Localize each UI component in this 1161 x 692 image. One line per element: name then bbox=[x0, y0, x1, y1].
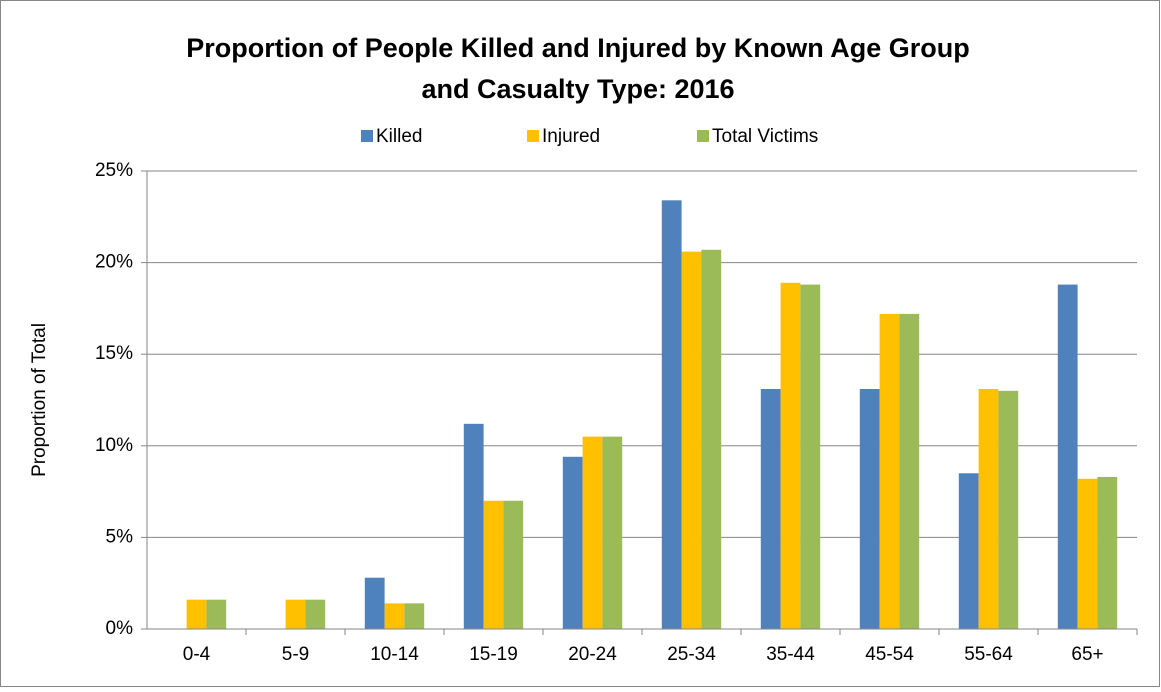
bar bbox=[1097, 476, 1118, 629]
bar bbox=[800, 284, 821, 629]
legend-label: Killed bbox=[376, 126, 422, 147]
y-tick-label: 10% bbox=[95, 435, 133, 456]
legend-label: Injured bbox=[542, 126, 600, 147]
x-tick-label: 0-4 bbox=[183, 644, 211, 665]
bar bbox=[760, 389, 781, 629]
y-tick-label: 25% bbox=[95, 160, 133, 181]
bar bbox=[206, 599, 227, 629]
y-tick-label: 20% bbox=[95, 252, 133, 273]
bar bbox=[859, 389, 880, 629]
bar bbox=[1077, 478, 1098, 629]
bar bbox=[879, 313, 900, 629]
bar bbox=[463, 423, 484, 629]
bar bbox=[978, 389, 999, 629]
x-tick-label: 45-54 bbox=[865, 644, 914, 665]
legend-swatch bbox=[697, 130, 709, 142]
bar bbox=[305, 599, 326, 629]
bar bbox=[285, 599, 306, 629]
bar bbox=[384, 603, 405, 629]
bar bbox=[661, 200, 682, 629]
bar bbox=[562, 456, 583, 629]
legend-swatch bbox=[527, 130, 539, 142]
legend-label: Total Victims bbox=[712, 126, 818, 147]
bar bbox=[780, 282, 801, 629]
x-tick-label: 10-14 bbox=[370, 644, 419, 665]
x-tick-label: 5-9 bbox=[282, 644, 309, 665]
bar bbox=[582, 436, 603, 629]
bar bbox=[1057, 284, 1078, 629]
y-tick-label: 5% bbox=[106, 526, 134, 547]
x-tick-label: 55-64 bbox=[964, 644, 1013, 665]
bar bbox=[899, 313, 920, 629]
bar bbox=[701, 249, 722, 629]
bar bbox=[186, 599, 207, 629]
bar bbox=[503, 500, 524, 629]
y-tick-label: 0% bbox=[106, 618, 134, 639]
x-tick-label: 25-34 bbox=[667, 644, 716, 665]
bar bbox=[483, 500, 504, 629]
x-tick-label: 65+ bbox=[1071, 644, 1103, 665]
bar bbox=[602, 436, 623, 629]
legend-swatch bbox=[361, 130, 373, 142]
bar bbox=[681, 251, 702, 629]
y-tick-label: 15% bbox=[95, 343, 133, 364]
bar bbox=[364, 577, 385, 629]
bar bbox=[404, 603, 425, 629]
x-tick-label: 20-24 bbox=[568, 644, 617, 665]
x-tick-label: 15-19 bbox=[469, 644, 518, 665]
chart-title: Proportion of People Killed and Injured … bbox=[186, 33, 970, 63]
bar bbox=[958, 473, 979, 629]
chart-title: and Casualty Type: 2016 bbox=[421, 74, 734, 104]
bar bbox=[998, 390, 1019, 629]
y-axis-label: Proportion of Total bbox=[29, 323, 50, 477]
x-tick-label: 35-44 bbox=[766, 644, 815, 665]
